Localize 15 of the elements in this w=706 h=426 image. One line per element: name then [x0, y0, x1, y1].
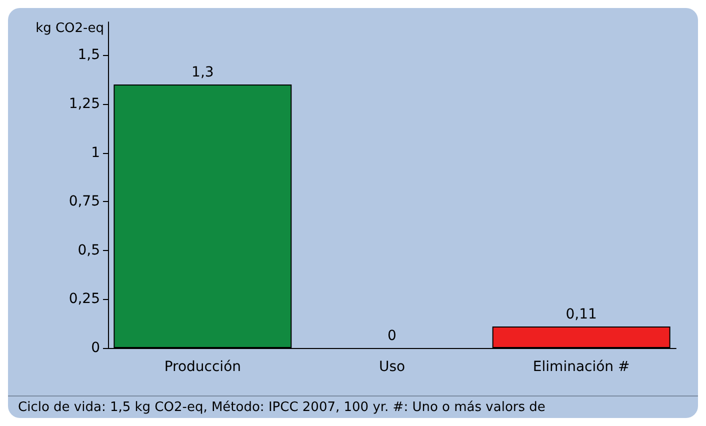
data-label: 0,11: [566, 306, 597, 323]
data-label: 1,3: [192, 64, 214, 80]
y-axis-title: kg CO2-eq: [36, 21, 104, 36]
y-tick-label: 1,25: [68, 96, 100, 112]
data-label: 0: [388, 328, 396, 344]
y-tick-label: 1,5: [78, 47, 100, 64]
x-tick-label: Eliminación #: [532, 359, 630, 375]
y-tick-label: 0,75: [68, 194, 100, 210]
x-tick-label: Uso: [378, 359, 406, 375]
y-tick-label: 0,25: [68, 291, 100, 308]
x-tick-label: Producción: [164, 359, 242, 375]
y-tick-label: 1: [91, 144, 100, 161]
y-tick-label: 0,5: [78, 242, 100, 258]
y-tick-label: 0: [91, 340, 100, 356]
text: Ciclo de vida: 1,5 kg CO2-eq, Método: IPCC 2007, 100 yr. #: Uno o más valors de: [18, 400, 546, 415]
